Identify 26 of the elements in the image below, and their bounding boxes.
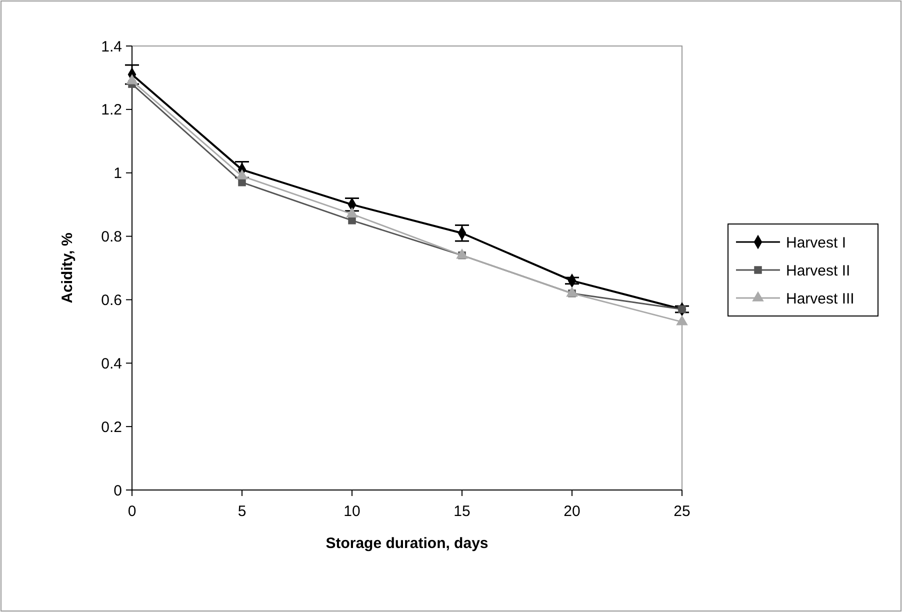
y-axis-title: Acidity, % bbox=[59, 232, 76, 304]
y-tick-label: 1 bbox=[114, 165, 122, 182]
y-tick-label: 0 bbox=[114, 482, 122, 500]
point bbox=[236, 169, 248, 180]
x-tick-label: 10 bbox=[344, 503, 360, 520]
legend-label: Harvest I bbox=[786, 234, 846, 252]
x-tick-label: 5 bbox=[238, 503, 246, 520]
point bbox=[456, 248, 468, 259]
y-tick-label: 0.4 bbox=[101, 355, 122, 372]
legend-label: Harvest II bbox=[786, 262, 850, 280]
y-tick-label: 1.2 bbox=[101, 102, 122, 119]
point bbox=[678, 305, 686, 314]
y-tick-label: 0.6 bbox=[101, 292, 122, 309]
x-tick-label: 25 bbox=[674, 503, 690, 520]
point bbox=[566, 286, 578, 297]
x-tick-label: 20 bbox=[564, 503, 580, 520]
point bbox=[126, 74, 138, 84]
y-tick-label: 0.8 bbox=[101, 228, 122, 246]
x-axis-title: Storage duration, days bbox=[326, 535, 488, 552]
legend-label: Harvest III bbox=[786, 290, 854, 308]
point bbox=[346, 207, 358, 218]
point bbox=[676, 315, 688, 326]
x-tick-label: 0 bbox=[128, 503, 136, 520]
y-tick-label: 1.4 bbox=[101, 38, 122, 56]
x-tick-label: 15 bbox=[454, 503, 470, 520]
y-tick-label: 0.2 bbox=[101, 418, 122, 436]
